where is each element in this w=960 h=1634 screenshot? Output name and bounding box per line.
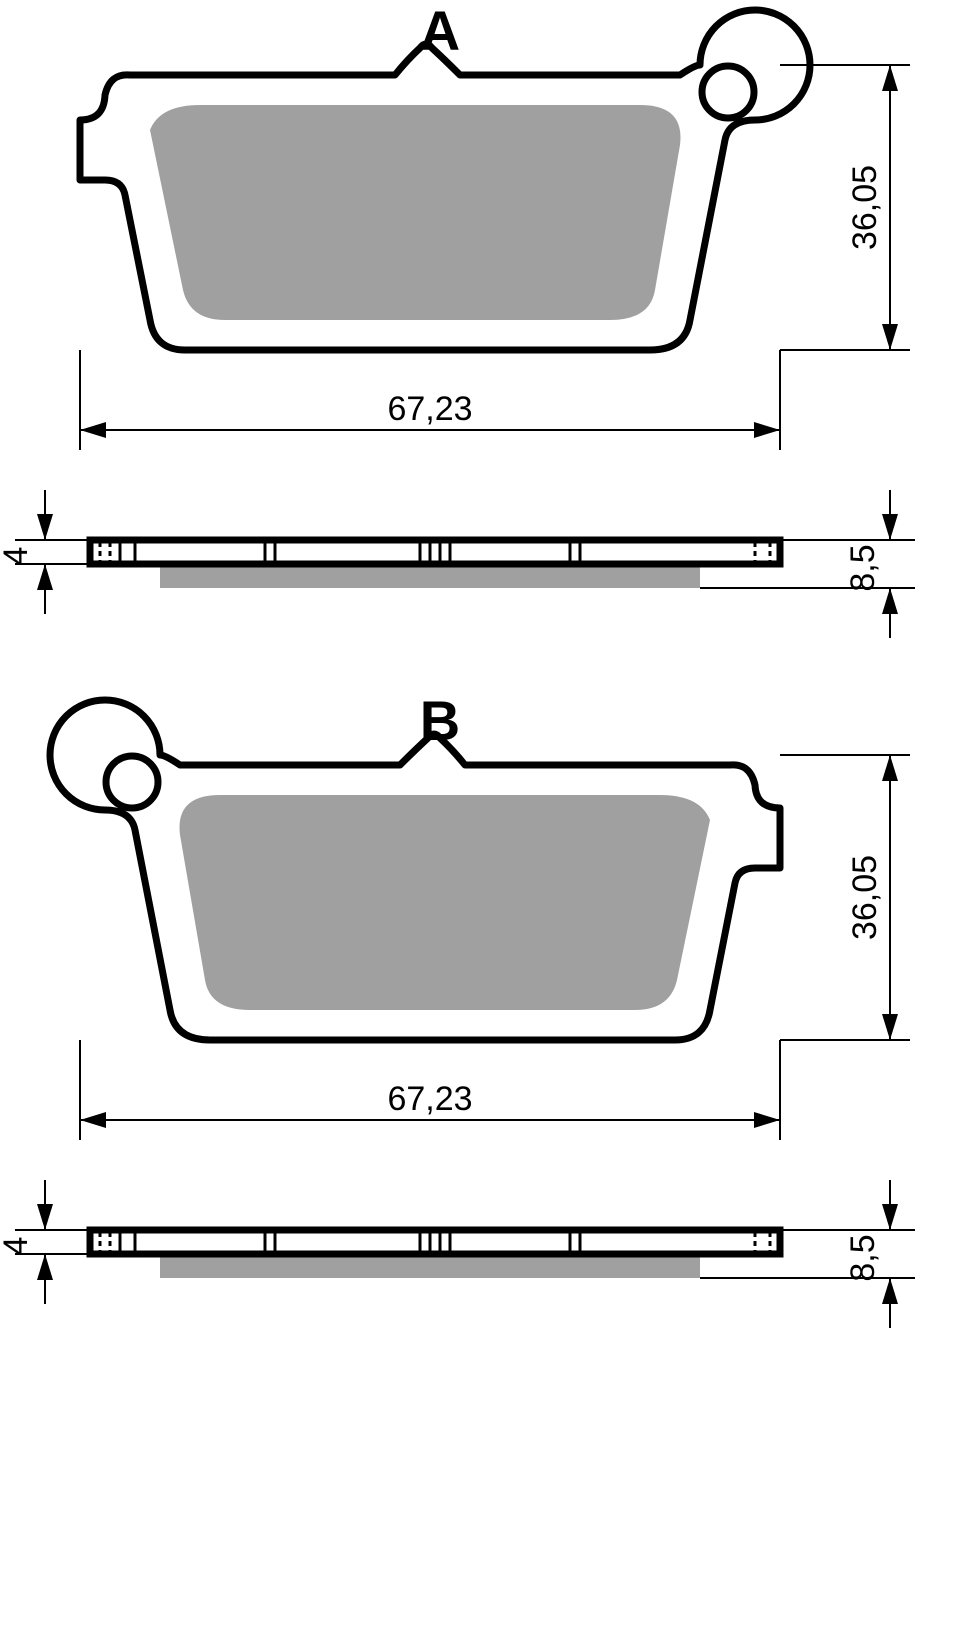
mounting-hole-B	[106, 756, 158, 808]
side-pad-B	[160, 1254, 700, 1278]
dim-plate-thickness-B: 4	[0, 1237, 35, 1256]
dim-width-B: 67,23	[387, 1080, 472, 1118]
side-backplate-A	[90, 540, 780, 564]
brake-pad-friction-A	[150, 105, 681, 320]
dim-plate-thickness-A: 4	[0, 547, 35, 566]
brake-pad-friction-B	[180, 795, 711, 1010]
dim-height-A: 36,05	[846, 165, 884, 250]
dim-width-A: 67,23	[387, 390, 472, 428]
dim-total-thickness-B: 8,5	[844, 1234, 882, 1281]
dim-total-thickness-A: 8,5	[844, 544, 882, 591]
side-backplate-B	[90, 1230, 780, 1254]
mounting-hole-A	[702, 66, 754, 118]
side-pad-A	[160, 564, 700, 588]
dim-height-B: 36,05	[846, 855, 884, 940]
